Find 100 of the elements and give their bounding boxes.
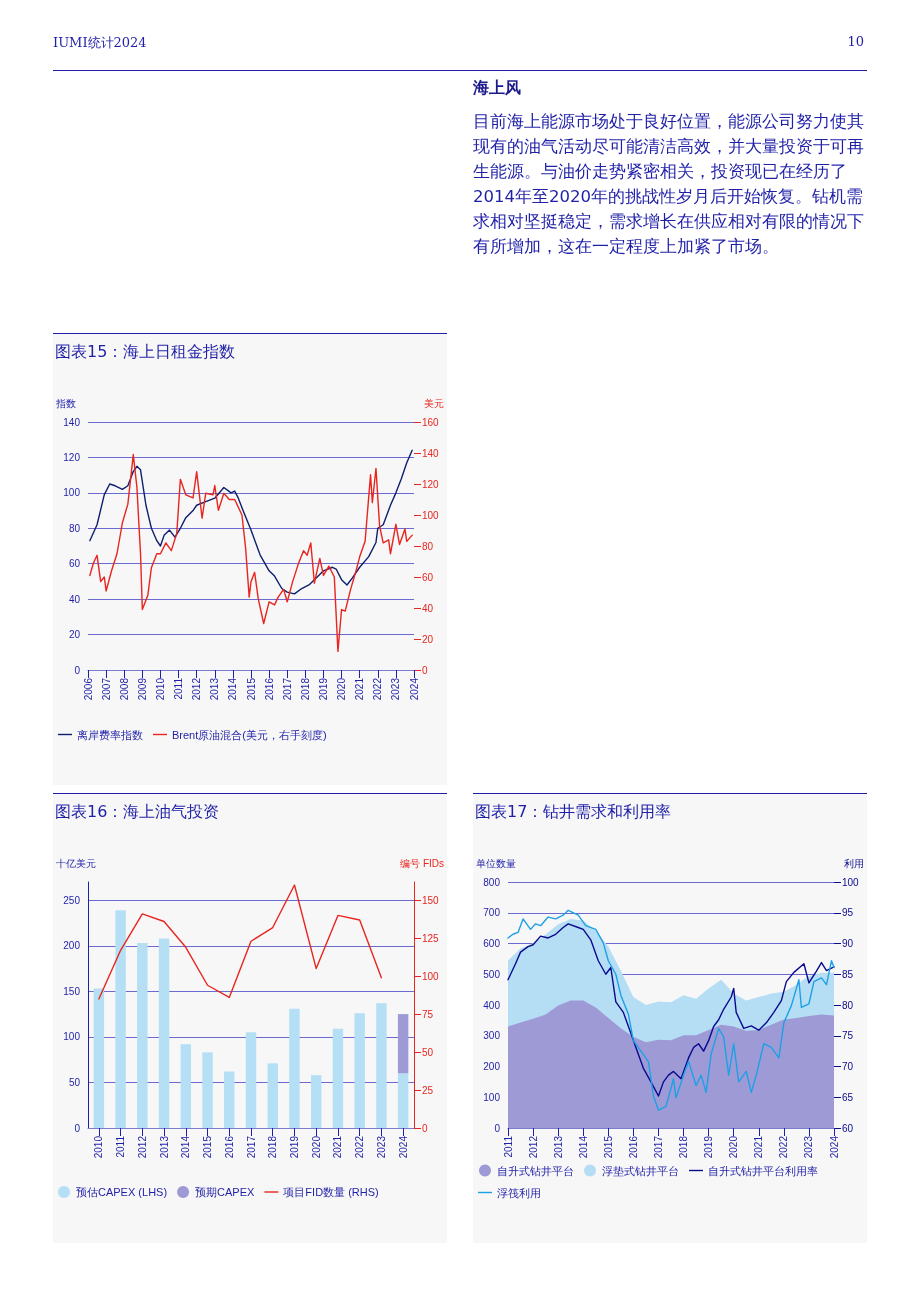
y2-tick-label: 25 [422,1084,434,1096]
x-tick-label: 2020 [310,1135,322,1159]
y2-tick-label: 75 [842,1030,854,1042]
y-tick-label: 200 [483,1061,501,1072]
y2-tick-label: 0 [422,1122,428,1134]
y2-tick-label: 75 [422,1008,434,1020]
bar [158,938,170,1128]
x-tick-label: 2022 [778,1135,790,1159]
y-tick-label: 700 [483,907,501,919]
y2-tick-label: 70 [842,1061,854,1072]
line-series [89,453,413,653]
x-tick-label: 2016 [223,1135,235,1159]
y-tick-label: 100 [63,1031,81,1043]
y-axis-title: 十亿美元 [56,857,96,869]
y-tick-label: 0 [494,1122,501,1134]
x-tick-label: 2011 [115,1135,127,1158]
y-tick-label: 100 [63,487,81,499]
y2-tick-label: 80 [842,999,854,1011]
x-tick-label: 2011 [173,677,185,700]
x-tick-label: 2010 [93,1135,105,1159]
y-tick-label: 150 [63,985,81,997]
y2-tick-label: 60 [422,571,434,583]
y-tick-label: 80 [68,522,81,534]
bar [267,1063,278,1128]
line-series [89,449,413,595]
y2-tick-label: 80 [422,540,434,552]
x-tick-label: 2018 [678,1135,690,1159]
bar [397,1014,409,1074]
x-tick-label: 2012 [191,677,203,701]
x-tick-label: 2011 [502,1135,514,1158]
y-tick-label: 600 [483,938,501,949]
text: IUMI统计2024 [53,34,147,52]
chart-title: 图表15：海上日租金指数 [55,342,236,363]
x-tick-label: 2018 [267,1135,279,1159]
y2-tick-label: 140 [422,447,440,459]
bar [332,1028,344,1128]
x-tick-label: 2006 [82,677,94,701]
x-tick-label: 2008 [118,677,130,701]
y-tick-label: 50 [68,1076,81,1088]
y2-tick-label: 0 [422,664,428,676]
x-tick-label: 2017 [652,1135,664,1159]
y-tick-label: 0 [74,664,81,676]
bar [137,943,148,1128]
x-tick-label: 2019 [317,677,329,701]
x-tick-label: 2021 [332,1135,344,1159]
chart-title: 图表17：钻井需求和利用率 [475,802,672,823]
x-tick-label: 2009 [136,677,148,701]
x-tick-label: 2020 [336,677,348,701]
x-tick-label: 2023 [390,677,402,701]
y2-tick-label: 100 [422,970,440,982]
x-tick-label: 2018 [299,677,311,701]
y2-tick-label: 20 [422,633,434,645]
x-tick-label: 2007 [100,677,112,701]
bar [115,910,126,1128]
bar [354,1013,365,1128]
y2-axis-title: 美元 [424,397,444,409]
chart-title: 图表16：海上油气投资 [55,802,220,823]
y2-tick-label: 90 [842,938,854,949]
bar [93,988,105,1128]
bar [180,1044,192,1128]
text: 10 [847,34,864,49]
x-tick-label: 2010 [154,677,166,701]
y-tick-label: 800 [483,876,501,888]
bar [376,1003,387,1128]
legend-label: 项目FID数量 (RHS) [283,1186,379,1198]
x-tick-label: 2023 [375,1135,387,1159]
line-series [98,884,383,1000]
bar [224,1071,235,1128]
x-tick-label: 2024 [408,677,420,701]
x-tick-label: 2017 [245,1135,257,1159]
x-tick-label: 2019 [288,1135,300,1159]
x-tick-label: 2024 [828,1135,840,1159]
y-tick-label: 200 [63,940,81,952]
legend-label: 浮筏利用 [497,1186,541,1199]
text: 海上风 [473,78,522,99]
x-tick-label: 2013 [209,677,221,701]
x-tick-label: 2014 [227,677,239,701]
y-tick-label: 120 [63,451,81,463]
legend-label: 自升式钻井平台利用率 [708,1164,818,1177]
x-tick-label: 2017 [281,677,293,701]
x-tick-label: 2019 [703,1135,715,1159]
x-tick-label: 2012 [527,1135,539,1159]
bar [202,1052,213,1128]
y2-tick-label: 120 [422,478,440,490]
x-tick-label: 2021 [753,1135,765,1159]
y2-tick-label: 40 [422,602,434,614]
y-tick-label: 20 [68,629,81,641]
x-tick-label: 2023 [803,1135,815,1159]
y-tick-label: 40 [68,593,81,605]
y-tick-label: 500 [483,968,501,980]
legend-label: 离岸费率指数 [77,728,143,741]
y-axis-title: 单位数量 [476,857,516,869]
y2-tick-label: 100 [842,876,860,888]
x-tick-label: 2014 [577,1135,589,1159]
y-tick-label: 140 [63,416,81,428]
x-tick-label: 2016 [627,1135,639,1159]
x-tick-label: 2020 [728,1135,740,1159]
x-tick-label: 2016 [263,677,275,701]
bar [245,1032,257,1128]
y-tick-label: 250 [63,894,81,906]
